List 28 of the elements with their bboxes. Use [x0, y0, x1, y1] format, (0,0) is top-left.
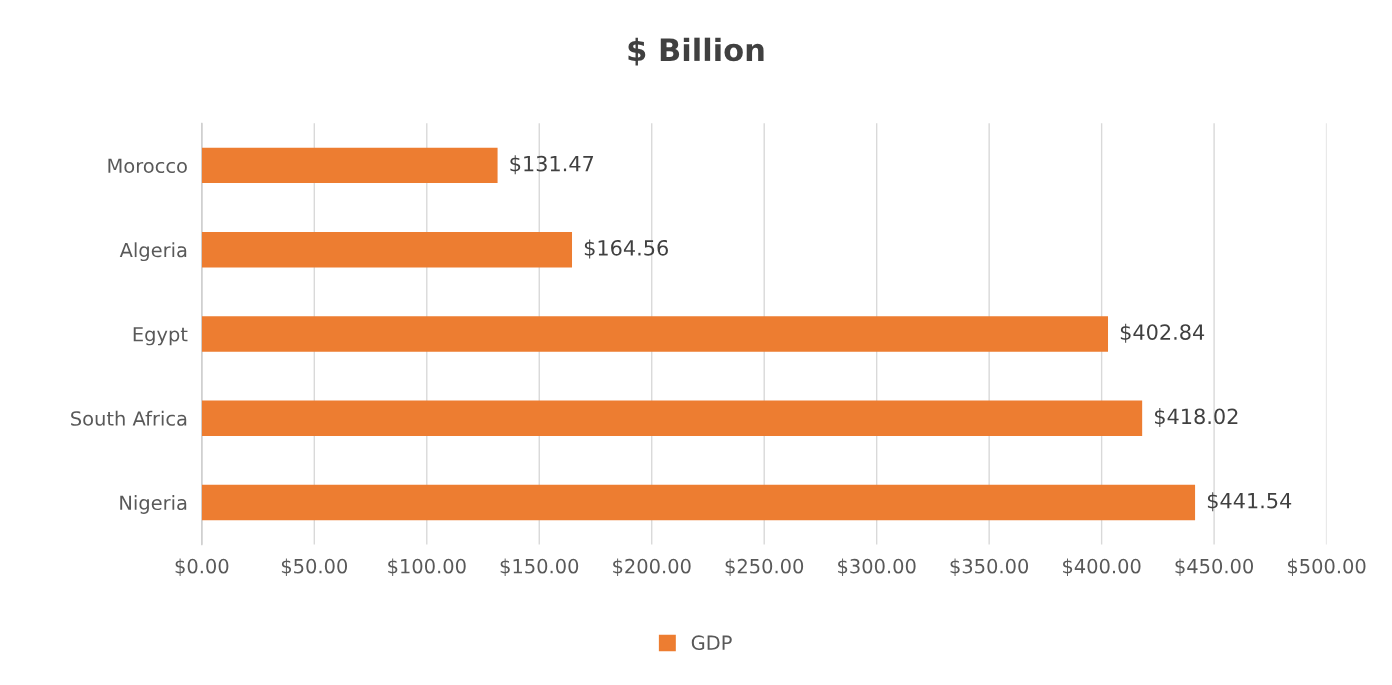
- y-tick-label: Egypt: [133, 327, 188, 346]
- x-tick-label: $50.00: [281, 558, 348, 577]
- y-tick-label: Algeria: [119, 242, 187, 262]
- y-tick-label: Morocco: [108, 158, 187, 174]
- x-tick-label: $100.00: [388, 558, 466, 577]
- bar: [201, 484, 1196, 521]
- data-label: $164.56: [584, 239, 668, 259]
- x-tick-label: $200.00: [613, 558, 691, 577]
- bar: [201, 400, 1143, 436]
- bar: [201, 316, 1109, 352]
- x-tick-label: $400.00: [1063, 558, 1141, 577]
- bar: [201, 231, 573, 268]
- y-tick-label: Nigeria: [120, 495, 187, 514]
- bar: [201, 147, 498, 184]
- data-label: $402.84: [1120, 323, 1205, 343]
- y-tick-label: South Africa: [71, 410, 187, 426]
- x-tick-label: $0.00: [175, 558, 229, 577]
- x-tick-label: $500.00: [1287, 558, 1366, 577]
- x-tick-label: $150.00: [500, 558, 579, 577]
- x-tick-label: $350.00: [950, 558, 1029, 577]
- chart-title: $ Billion: [628, 37, 764, 66]
- legend-label: GDP: [691, 635, 732, 651]
- data-label: $131.47: [510, 155, 594, 175]
- x-tick-label: $450.00: [1175, 558, 1254, 577]
- x-tick-label: $250.00: [725, 558, 804, 577]
- data-label: $418.02: [1155, 408, 1238, 427]
- data-label: $441.54: [1207, 492, 1292, 512]
- x-tick-label: $300.00: [838, 558, 916, 577]
